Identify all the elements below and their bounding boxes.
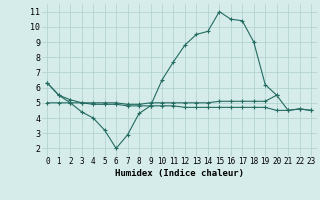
X-axis label: Humidex (Indice chaleur): Humidex (Indice chaleur): [115, 169, 244, 178]
